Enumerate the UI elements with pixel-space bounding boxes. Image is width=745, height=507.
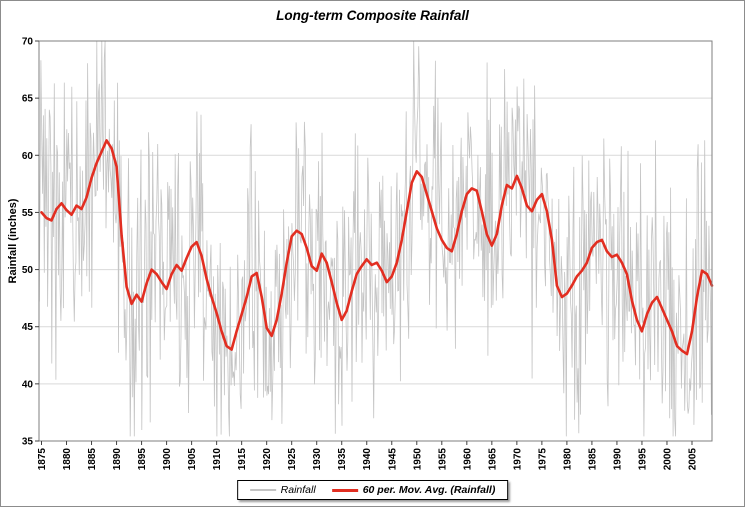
chart-title: Long-term Composite Rainfall [276, 8, 469, 23]
svg-text:1930: 1930 [312, 448, 323, 471]
legend-label-moving-average: 60 per. Mov. Avg. (Rainfall) [362, 484, 496, 496]
svg-text:1910: 1910 [212, 448, 223, 471]
svg-text:1945: 1945 [387, 448, 398, 471]
legend-item-moving-average: 60 per. Mov. Avg. (Rainfall) [331, 484, 496, 496]
svg-text:55: 55 [22, 208, 34, 219]
svg-text:70: 70 [22, 37, 34, 48]
svg-text:1920: 1920 [262, 448, 273, 471]
svg-text:1935: 1935 [337, 448, 348, 471]
svg-text:1900: 1900 [162, 448, 173, 471]
svg-text:1875: 1875 [37, 448, 48, 471]
legend: Rainfall 60 per. Mov. Avg. (Rainfall) [236, 480, 509, 500]
svg-text:1980: 1980 [562, 448, 573, 471]
svg-text:2005: 2005 [687, 448, 698, 471]
svg-text:1895: 1895 [137, 448, 148, 471]
svg-text:1990: 1990 [612, 448, 623, 471]
svg-text:1965: 1965 [487, 448, 498, 471]
svg-text:1975: 1975 [537, 448, 548, 471]
legend-item-rainfall: Rainfall [249, 484, 316, 496]
svg-text:65: 65 [22, 94, 34, 105]
svg-text:1955: 1955 [437, 448, 448, 471]
svg-text:1915: 1915 [237, 448, 248, 471]
chart-plot-area: 35 40 45 50 55 60 65 70 1875 1880 1885 1890 1895 1900… [22, 37, 714, 471]
svg-text:45: 45 [22, 322, 34, 333]
svg-text:1995: 1995 [637, 448, 648, 471]
svg-text:35: 35 [22, 437, 34, 448]
svg-text:2000: 2000 [662, 448, 673, 471]
svg-text:1950: 1950 [412, 448, 423, 471]
svg-text:50: 50 [22, 265, 34, 276]
svg-text:1940: 1940 [362, 448, 373, 471]
svg-text:40: 40 [22, 379, 34, 390]
legend-label-rainfall: Rainfall [280, 484, 316, 496]
svg-text:1890: 1890 [112, 448, 123, 471]
svg-text:1970: 1970 [512, 448, 523, 471]
svg-text:1905: 1905 [187, 448, 198, 471]
svg-text:1885: 1885 [87, 448, 98, 471]
svg-text:1880: 1880 [62, 448, 73, 471]
moving-average-line-swatch [331, 488, 358, 492]
svg-text:1985: 1985 [587, 448, 598, 471]
rainfall-line-swatch [249, 489, 276, 491]
svg-text:60: 60 [22, 151, 34, 162]
svg-text:1960: 1960 [462, 448, 473, 471]
svg-text:1925: 1925 [287, 448, 298, 471]
